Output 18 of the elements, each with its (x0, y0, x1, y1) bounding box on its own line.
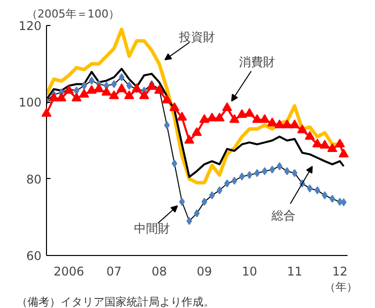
x-tick-label: 08 (152, 264, 167, 278)
x-tick-label: 07 (106, 264, 122, 278)
y-axis-title: （2005年＝100） (26, 8, 120, 20)
legend-label: 中間財 (134, 222, 170, 236)
x-tick-label: 09 (196, 264, 212, 278)
y-tick-label: 120 (18, 19, 42, 33)
y-tick-label: 100 (18, 96, 42, 110)
x-tick-label: 11 (286, 264, 302, 278)
text: 総合 (270, 208, 296, 222)
x-axis-title: （年） (324, 280, 358, 294)
y-tick-label: 60 (26, 249, 42, 263)
x-tick-label: 12 (332, 264, 348, 278)
text: 投資財 (178, 30, 216, 44)
x-tick-label: 10 (242, 264, 258, 278)
x-tick-label: 2006 (54, 264, 84, 278)
text: （備考）イタリア国家統計局より作成。 (16, 296, 214, 308)
text: 消費財 (239, 54, 276, 69)
y-tick-label: 80 (26, 172, 42, 186)
